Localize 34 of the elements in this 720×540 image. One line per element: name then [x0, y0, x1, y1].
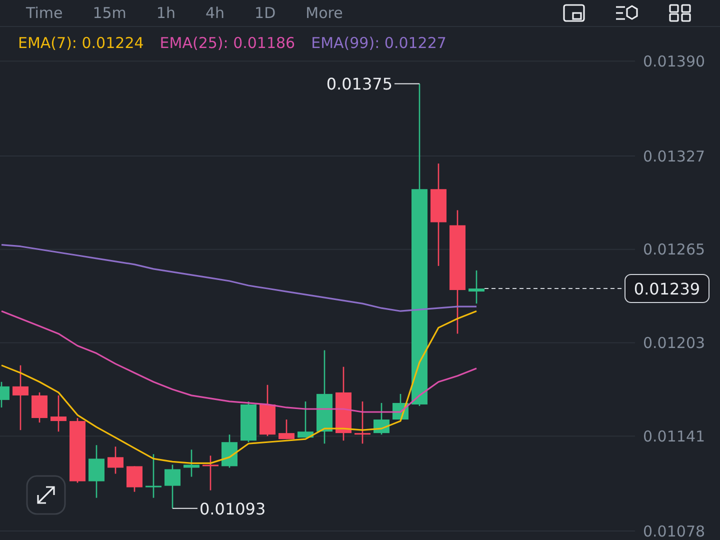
text: More: [306, 4, 343, 22]
y-tick-label: 0.01390: [643, 52, 706, 70]
candlestick: [12, 364, 28, 431]
candlestick: [126, 466, 142, 492]
annotation: 0.01375: [326, 74, 392, 94]
candlestick: [468, 270, 484, 304]
candlestick: [88, 444, 104, 498]
y-tick-label: 0.01141: [643, 427, 706, 446]
y-tick-label: 0.01203: [643, 334, 706, 352]
candlestick: [354, 400, 370, 444]
text: 15m: [92, 4, 126, 22]
candlestick: [108, 446, 124, 474]
text: 4h: [205, 4, 225, 22]
text: Time: [26, 4, 63, 22]
text: 1D: [254, 4, 276, 22]
y-tick-label: 0.01327: [643, 147, 706, 166]
candlestick: [32, 392, 48, 424]
candlestick: [202, 455, 218, 491]
text: EMA(7): 0.01224: [18, 34, 144, 52]
text: 1h: [156, 4, 176, 22]
candlestick: [184, 448, 200, 478]
text: EMA(25): 0.01186: [160, 34, 296, 52]
candlestick: [298, 400, 314, 438]
candlestick: [146, 454, 162, 498]
y-tick-label: 0.01078: [643, 522, 706, 540]
line-series: [0, 244, 478, 312]
candlestick: [164, 464, 180, 510]
text: EMA(99): 0.01227: [311, 34, 446, 52]
annotation: 0.01093: [200, 499, 266, 518]
line-series: [0, 310, 478, 464]
candlestick: [278, 418, 294, 440]
candlestick: [50, 394, 66, 432]
ref-line-label: 0.01239: [634, 280, 700, 299]
y-tick-label: 0.01265: [643, 240, 706, 259]
